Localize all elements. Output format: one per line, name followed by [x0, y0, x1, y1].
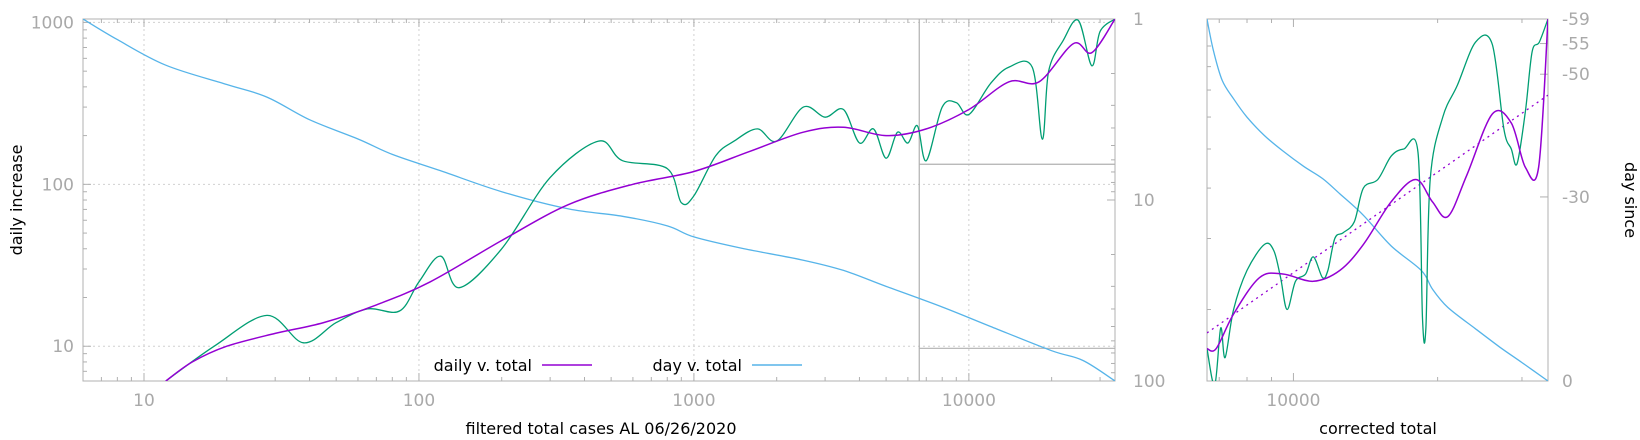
inset-series — [1207, 19, 1548, 381]
main-x-tick-label: 100 — [403, 391, 435, 411]
main-axis-ticks — [83, 18, 1115, 382]
inset-y2-tick-label: -59 — [1562, 10, 1590, 30]
legend-label-day: day v. total — [653, 356, 743, 375]
main-series-daily-line — [165, 19, 1115, 381]
inset-y2-tick-label: -55 — [1562, 35, 1590, 55]
main-plot: 10 100 1000 10000 10 100 1000 1 10 100 filtered t… — [7, 10, 1165, 438]
main-x-tick-label: 10 — [133, 391, 155, 411]
main-tick-labels: 10 100 1000 10000 10 100 1000 1 10 100 — [31, 10, 1166, 411]
main-grid — [83, 19, 1115, 381]
main-series — [83, 19, 1115, 381]
inset-y2-axis-label: day since — [1621, 162, 1640, 238]
main-series-day-line — [83, 19, 1115, 381]
main-y-tick-label: 10 — [52, 337, 74, 357]
main-y-tick-label: 1000 — [31, 13, 74, 33]
inset-plot-frame — [1206, 18, 1549, 382]
legend-label-daily: daily v. total — [434, 356, 532, 375]
inset-series-fit-line — [1207, 94, 1548, 334]
inset-y2-tick-label: -30 — [1562, 188, 1590, 208]
main-x-tick-label: 10000 — [942, 391, 996, 411]
main-x-axis-label: filtered total cases AL 06/26/2020 — [466, 419, 737, 438]
main-y2-tick-label: 10 — [1133, 191, 1155, 211]
inset-series-day-line — [1207, 19, 1548, 381]
inset-x-axis-label: corrected total — [1319, 419, 1437, 438]
main-legend: daily v. total day v. total — [434, 356, 802, 375]
main-y2-tick-label: 100 — [1133, 372, 1165, 392]
inset-series-raw-line — [1207, 19, 1548, 381]
inset-x-tick-label: 10000 — [1266, 391, 1320, 411]
main-y-tick-label: 100 — [42, 175, 74, 195]
inset-y2-tick-label: 0 — [1562, 372, 1573, 392]
main-plot-frame — [82, 18, 1116, 382]
main-y-axis-label: daily increase — [7, 145, 26, 256]
inset-tick-labels: 10000 -59 -55 -50 -30 0 — [1266, 10, 1589, 411]
inset-plot: 10000 -59 -55 -50 -30 0 corrected total day s… — [1206, 10, 1640, 438]
inset-y2-tick-label: -50 — [1562, 65, 1590, 85]
main-series-raw-line — [165, 19, 1115, 381]
main-y2-tick-label: 1 — [1133, 10, 1144, 30]
main-x-tick-label: 1000 — [672, 391, 715, 411]
main-inset-region — [918, 19, 1115, 381]
inset-series-daily-line — [1207, 19, 1548, 352]
